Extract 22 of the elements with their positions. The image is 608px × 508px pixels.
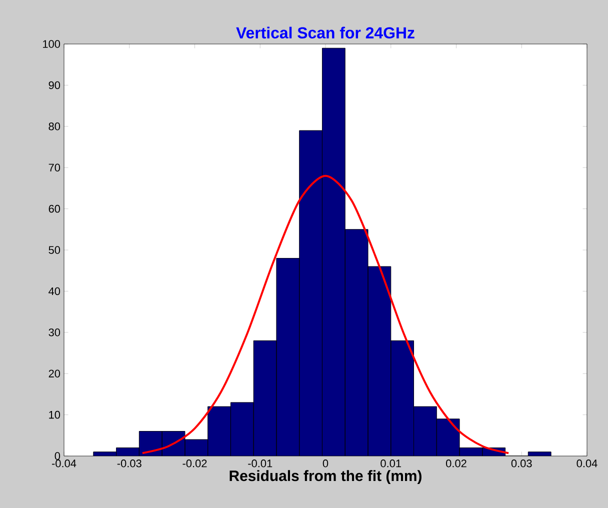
x-tick-label: 0.02: [446, 460, 466, 468]
x-tick-label: -0.03: [117, 460, 142, 468]
x-tick-label: 0.04: [576, 460, 598, 468]
y-tick-label: 90: [48, 81, 60, 90]
x-tick-label: 0.01: [380, 460, 402, 468]
x-axis-title: Residuals from the fit (mm): [230, 470, 422, 484]
x-tick-label: 0: [322, 460, 328, 468]
y-tick-label: 50: [48, 246, 60, 254]
x-tick-label: -0.01: [248, 460, 272, 468]
x-tick-label: -0.04: [52, 460, 76, 468]
y-tick-label: 60: [48, 204, 60, 213]
y-tick-label: 40: [48, 287, 60, 296]
y-tick-label: 0: [54, 452, 60, 460]
y-tick-label: 70: [48, 164, 60, 172]
y-tick-label: 80: [48, 122, 60, 130]
x-tick-label: 0.03: [511, 460, 532, 468]
y-tick-label: 10: [49, 410, 60, 419]
y-tick-label: 100: [43, 40, 60, 48]
x-tick-label: -0.02: [182, 460, 207, 468]
chart-title: Vertical Scan for 24GHz: [236, 26, 414, 38]
y-tick-label: 20: [48, 370, 60, 378]
y-tick-label: 30: [48, 328, 60, 336]
